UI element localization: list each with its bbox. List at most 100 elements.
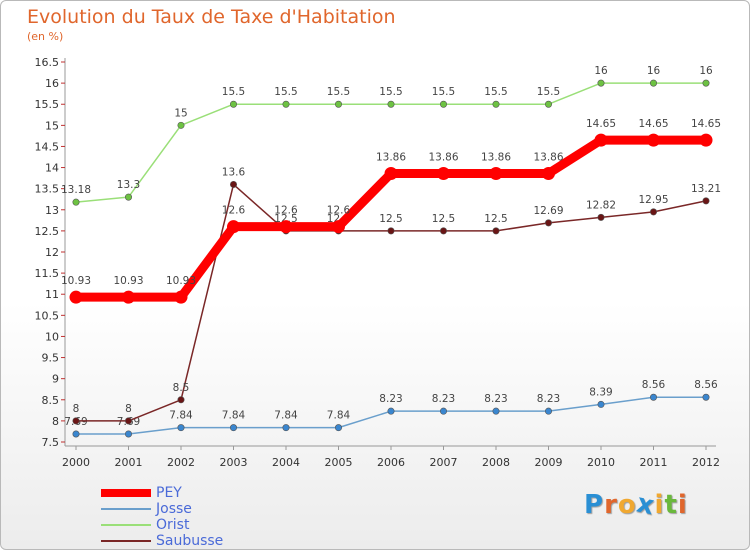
legend-item-pey: PEY: [101, 485, 301, 501]
data-point-pey: [489, 166, 503, 180]
legend-item-josse: Josse: [101, 501, 301, 517]
data-label-josse: 8.39: [589, 386, 612, 398]
data-label-josse: 7.84: [169, 410, 193, 422]
data-point-saubusse: [387, 227, 395, 235]
legend-swatch: [101, 489, 151, 497]
legend-label: Saubusse: [156, 533, 224, 549]
data-label-pey: 14.65: [586, 118, 616, 130]
y-tick-label: 14: [45, 162, 59, 175]
data-label-orist: 16: [594, 65, 608, 77]
x-tick-label: 2003: [220, 456, 248, 469]
legend-item-saubusse: Saubusse: [101, 533, 301, 549]
proxiti-logo: Proxiti: [584, 488, 688, 521]
data-point-pey: [279, 220, 293, 234]
data-point-saubusse: [230, 180, 238, 188]
data-point-saubusse: [125, 417, 133, 425]
y-tick-label: 16: [45, 77, 59, 90]
data-point-josse: [334, 424, 342, 432]
data-point-orist: [597, 79, 605, 87]
data-label-orist: 15.5: [432, 86, 455, 98]
y-tick-label: 15.5: [35, 98, 60, 111]
x-tick-label: 2000: [62, 456, 90, 469]
x-tick-label: 2006: [377, 456, 405, 469]
data-point-josse: [597, 400, 605, 408]
data-point-saubusse: [597, 213, 605, 221]
legend-swatch: [101, 524, 151, 526]
legend-swatch: [101, 540, 151, 542]
data-point-orist: [72, 198, 80, 206]
legend-item-orist: Orist: [101, 517, 301, 533]
y-tick-label: 13: [45, 204, 59, 217]
data-label-saubusse: 8.5: [173, 382, 190, 394]
data-label-josse: 8.23: [537, 393, 560, 405]
data-point-pey: [227, 220, 240, 234]
y-tick-label: 16.5: [35, 56, 60, 69]
data-label-saubusse: 12.95: [638, 194, 668, 206]
data-point-josse: [282, 424, 290, 432]
x-tick-label: 2004: [272, 456, 300, 469]
data-point-josse: [72, 430, 80, 438]
y-tick-label: 9.5: [42, 352, 60, 365]
data-point-pey: [542, 166, 555, 180]
data-label-orist: 15.5: [274, 86, 297, 98]
data-point-pey: [332, 220, 345, 234]
x-tick-label: 2009: [535, 456, 563, 469]
data-point-josse: [544, 407, 552, 415]
y-tick-label: 14.5: [35, 140, 60, 153]
data-point-orist: [282, 100, 290, 108]
data-point-pey: [647, 133, 660, 147]
data-label-orist: 15.5: [327, 86, 350, 98]
data-label-orist: 15.5: [379, 86, 402, 98]
data-point-pey: [594, 133, 608, 147]
y-tick-label: 10: [45, 330, 59, 343]
data-label-orist: 15.5: [537, 86, 560, 98]
legend-label: PEY: [156, 485, 182, 501]
data-label-saubusse: 13.21: [691, 183, 721, 195]
data-label-pey: 10.93: [113, 275, 143, 287]
data-label-orist: 16: [647, 65, 661, 77]
data-point-josse: [649, 393, 657, 401]
y-tick-label: 11: [45, 288, 59, 301]
series-orist: 13.18 13.3 15 15.5 15.5 15.5 15.5 15.5 15.5 15.5 1…: [61, 65, 713, 206]
data-point-orist: [125, 193, 133, 201]
series-josse: 7.697.697.847.847.847.848.238.238.238.23…: [64, 379, 718, 438]
data-label-josse: 7.84: [222, 410, 246, 422]
data-point-orist: [492, 100, 500, 108]
data-label-pey: 10.93: [61, 275, 91, 287]
x-tick-label: 2001: [115, 456, 143, 469]
data-point-pey: [437, 166, 450, 180]
data-label-pey: 14.65: [691, 118, 721, 130]
data-label-josse: 7.84: [327, 410, 351, 422]
x-tick-label: 2005: [325, 456, 353, 469]
x-tick-label: 2010: [587, 456, 615, 469]
data-label-saubusse: 12.5: [379, 213, 402, 225]
y-tick-label: 8.5: [42, 394, 60, 407]
data-point-josse: [492, 407, 500, 415]
x-tick-label: 2002: [167, 456, 195, 469]
legend-swatch: [101, 508, 151, 510]
chart-title: Evolution du Taux de Taxe d'Habitation: [27, 6, 396, 28]
data-point-saubusse: [649, 208, 657, 216]
data-point-orist: [544, 100, 552, 108]
data-label-orist: 13.3: [117, 179, 140, 191]
data-label-orist: 15.5: [222, 86, 245, 98]
data-label-pey: 13.86: [481, 151, 511, 163]
data-label-pey: 13.86: [428, 151, 458, 163]
data-point-pey: [122, 290, 135, 304]
data-point-orist: [387, 100, 395, 108]
legend-label: Josse: [156, 501, 192, 517]
data-label-josse: 8.23: [379, 393, 402, 405]
data-label-pey: 12.6: [222, 205, 246, 217]
data-label-saubusse: 12.82: [586, 199, 616, 211]
data-label-saubusse: 12.69: [533, 205, 563, 217]
data-point-saubusse: [492, 227, 500, 235]
data-label-pey: 12.6: [327, 205, 351, 217]
y-tick-label: 7.5: [42, 436, 60, 449]
data-label-josse: 8.56: [694, 379, 718, 391]
data-point-pey: [69, 290, 83, 304]
data-point-josse: [387, 407, 395, 415]
logo-letter: o: [617, 490, 637, 520]
y-tick-label: 12.5: [35, 225, 60, 238]
